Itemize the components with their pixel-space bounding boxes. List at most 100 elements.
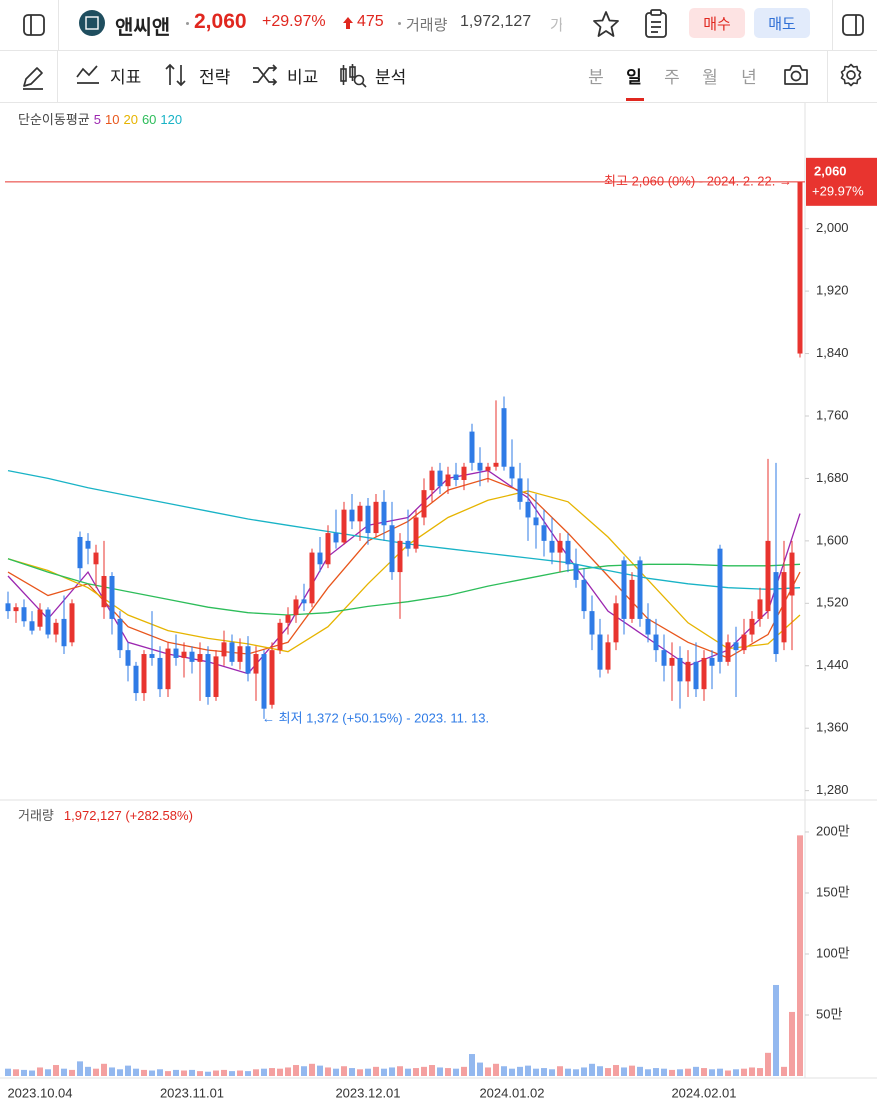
legend-entry: 60: [142, 112, 156, 127]
volume-bar: [645, 1069, 651, 1076]
volume-bar: [285, 1067, 291, 1076]
y-tick-label: 1,520: [816, 595, 849, 610]
volume-bar: [85, 1066, 91, 1076]
volume-bar: [213, 1070, 219, 1076]
chart: 단순이동평균 5 10 20 60 120 1,280 1,360 1,440 1,520 1,60…: [0, 103, 877, 1100]
volume-bar: [797, 835, 803, 1076]
volume-bar: [765, 1052, 771, 1076]
candle-body: [709, 657, 715, 666]
volume-bar: [517, 1066, 523, 1076]
volume-bar: [461, 1066, 467, 1076]
sidebar-toggle[interactable]: [22, 13, 46, 37]
volume-legend: 거래량 1,972,127 (+282.58%): [18, 808, 193, 823]
candle-body: [701, 657, 707, 690]
tool-analysis[interactable]: 분석: [375, 68, 407, 87]
volume-bar: [13, 1069, 19, 1076]
volume-bar: [469, 1054, 475, 1076]
volume-bar: [685, 1068, 691, 1076]
volume-bar: [149, 1070, 155, 1076]
volume-bar: [733, 1069, 739, 1076]
volume-bar: [573, 1069, 579, 1076]
volume-bar: [245, 1071, 251, 1076]
memo-button[interactable]: [643, 9, 669, 39]
tool-strategy[interactable]: 전략: [199, 68, 231, 87]
candle-body: [333, 533, 339, 543]
candle-body: [93, 552, 99, 565]
volume-bar: [221, 1069, 227, 1076]
settings-button[interactable]: [839, 63, 863, 87]
volume-bar: [493, 1063, 499, 1076]
stock-logo: [79, 10, 105, 36]
volume-bar: [253, 1069, 259, 1076]
high-annotation: 최고 2,060 (0%) - 2024. 2. 22. →: [604, 173, 792, 188]
candle-body: [373, 501, 379, 534]
sell-button[interactable]: 매도: [754, 8, 810, 38]
volume-bar: [189, 1069, 195, 1076]
tool-indicator[interactable]: 지표: [110, 68, 142, 87]
legend-entry: 5: [94, 112, 101, 127]
period-tab[interactable]: 일: [626, 68, 642, 87]
stock-name[interactable]: 앤씨앤: [115, 17, 171, 39]
candle-body: [381, 501, 387, 526]
buy-button[interactable]: 매수: [689, 8, 745, 38]
y-tick-label: 1,760: [816, 407, 849, 422]
volume-bar: [701, 1068, 707, 1076]
candle-body: [205, 654, 211, 697]
draw-tool[interactable]: [20, 64, 46, 90]
panel-toggle[interactable]: [841, 13, 865, 37]
ma-line: [7, 469, 801, 675]
indicator-icon[interactable]: [75, 63, 103, 87]
candle-body: [629, 579, 635, 619]
candle-body: [37, 609, 43, 627]
volume-bar: [485, 1067, 491, 1076]
candle-body: [581, 579, 587, 612]
volume-bar: [341, 1066, 347, 1076]
candle-body: [477, 462, 483, 471]
volume-bar: [421, 1066, 427, 1076]
volume-bar: [365, 1068, 371, 1076]
candle-body: [661, 650, 667, 666]
candle-body: [269, 650, 275, 705]
volume-bar: [237, 1070, 243, 1076]
candle-body: [405, 540, 411, 549]
volume-bar: [781, 1066, 787, 1076]
legend-title: 단순이동평균: [18, 112, 90, 127]
volume-tick-label: 100만: [816, 945, 850, 960]
volume-bar: [21, 1069, 27, 1076]
candle-body: [749, 618, 755, 635]
candle-body: [317, 552, 323, 565]
candle-body: [77, 536, 83, 569]
period-tab[interactable]: 분: [588, 68, 604, 87]
active-tab-indicator: [626, 98, 644, 101]
strategy-icon[interactable]: [163, 62, 189, 88]
candle-body: [525, 501, 531, 518]
tool-compare[interactable]: 비교: [287, 68, 319, 87]
candle-body: [533, 517, 539, 526]
volume-bar: [557, 1066, 563, 1076]
volume-bar: [429, 1065, 435, 1076]
screenshot-button[interactable]: [783, 63, 809, 87]
volume-bar: [373, 1066, 379, 1076]
volume-bar: [69, 1069, 75, 1076]
volume-value: 1,972,127: [460, 13, 532, 30]
compare-icon[interactable]: [251, 63, 279, 87]
volume-bar: [325, 1067, 331, 1076]
analysis-icon[interactable]: [338, 62, 368, 88]
volume-tick-label: 150만: [816, 884, 850, 899]
separator: [398, 22, 401, 25]
period-tab[interactable]: 월: [702, 68, 718, 87]
volume-bar: [549, 1069, 555, 1076]
volume-bar: [565, 1068, 571, 1076]
candle-body: [725, 642, 731, 662]
candle-body: [445, 474, 451, 487]
volume-bar: [205, 1071, 211, 1076]
candle-body: [29, 621, 35, 631]
candle-body: [5, 603, 11, 612]
volume-bar: [125, 1065, 131, 1076]
candle-body: [365, 505, 371, 534]
stock-price: 2,060: [194, 10, 247, 33]
favorite-button[interactable]: [592, 10, 620, 38]
y-tick-label: 1,360: [816, 720, 849, 735]
period-tab[interactable]: 년: [741, 68, 757, 87]
period-tab[interactable]: 주: [664, 68, 680, 87]
